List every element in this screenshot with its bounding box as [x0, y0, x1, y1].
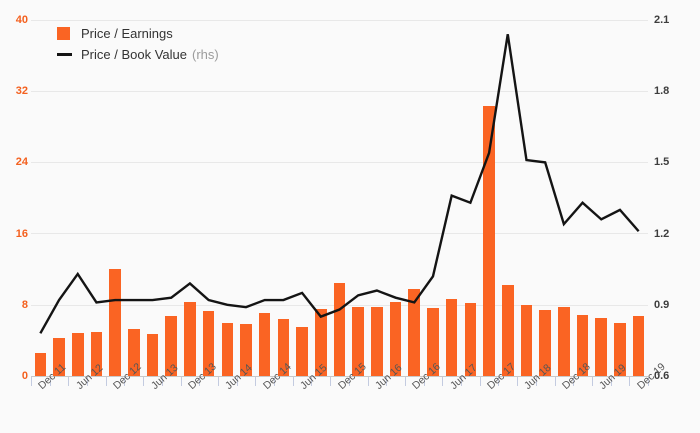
right-axis-tick-label: 0.9: [654, 298, 670, 311]
left-axis-tick-label: 40: [15, 14, 28, 26]
x-axis-tick: [535, 377, 537, 386]
x-axis-tick: [367, 377, 369, 386]
bar[interactable]: [352, 307, 364, 376]
bar[interactable]: [539, 310, 551, 376]
x-axis-tick: [105, 377, 107, 386]
bar[interactable]: [53, 337, 65, 376]
bar[interactable]: [277, 319, 290, 376]
x-axis-tick: [554, 377, 556, 386]
axis-baseline: [31, 376, 648, 377]
x-axis-tick: [274, 377, 276, 386]
legend-item-price-book-value[interactable]: Price / Book Value (rhs): [57, 44, 219, 65]
x-axis-tick: [498, 377, 500, 386]
bar[interactable]: [595, 318, 608, 376]
x-axis-tick: [217, 377, 219, 386]
right-axis-tick-label: 1.5: [654, 156, 670, 169]
x-axis-tick: [573, 377, 575, 386]
bar[interactable]: [445, 298, 458, 376]
x-axis-tick: [404, 377, 406, 386]
x-axis-tick: [292, 377, 294, 386]
x-axis-tick: [610, 377, 612, 386]
bar[interactable]: [109, 269, 121, 376]
x-axis-tick: [143, 377, 145, 386]
left-axis-tick-label: 32: [15, 85, 28, 98]
x-axis-tick: [461, 377, 463, 386]
bar[interactable]: [221, 322, 234, 376]
bar[interactable]: [427, 308, 439, 376]
x-axis-tick: [386, 377, 388, 386]
x-axis-tick: [311, 377, 313, 386]
x-axis-tick: [255, 377, 257, 386]
x-axis-tick: [442, 377, 444, 386]
gridline: [31, 233, 648, 234]
bar[interactable]: [614, 322, 626, 376]
bar[interactable]: [371, 306, 383, 376]
bar[interactable]: [501, 285, 514, 376]
bar[interactable]: [389, 302, 402, 376]
right-axis-tick-label: 1.8: [654, 85, 670, 98]
gridline: [31, 91, 648, 92]
left-axis-tick-label: 8: [21, 298, 28, 311]
bar[interactable]: [258, 312, 271, 376]
bar[interactable]: [240, 323, 252, 376]
bar[interactable]: [71, 333, 84, 376]
gridline: [31, 20, 648, 21]
bar[interactable]: [632, 316, 645, 376]
bar[interactable]: [408, 288, 421, 376]
bar[interactable]: [296, 327, 308, 376]
bar[interactable]: [146, 334, 159, 376]
bar[interactable]: [34, 352, 47, 376]
x-axis-tick: [629, 377, 631, 386]
legend-label-rhs-note: (rhs): [191, 47, 219, 62]
x-axis-tick: [199, 377, 201, 386]
bar[interactable]: [90, 332, 103, 376]
right-axis-tick-label: 1.2: [654, 227, 670, 240]
x-axis-tick: [591, 377, 593, 386]
legend: Price / Earnings Price / Book Value (rhs…: [57, 23, 219, 65]
x-axis-tick: [68, 377, 70, 386]
x-axis-tick: [87, 377, 89, 386]
right-axis: 0.6 0.9 1.2 1.5 1.8 2.1: [654, 0, 700, 433]
x-axis-tick: [330, 377, 332, 386]
bar[interactable]: [184, 302, 196, 376]
bar[interactable]: [576, 315, 589, 376]
x-axis-tick: [348, 377, 350, 386]
left-axis: 0 8 16 24 32 40: [0, 0, 28, 433]
square-swatch-icon: [57, 27, 70, 40]
line-swatch-icon: [57, 53, 81, 56]
bar[interactable]: [315, 309, 327, 376]
left-axis-tick-label: 24: [15, 156, 28, 169]
bar[interactable]: [165, 316, 177, 376]
x-axis-tick: [236, 377, 238, 386]
left-axis-tick-label: 16: [15, 227, 28, 240]
price-book-value-polyline: [39, 34, 640, 334]
bar[interactable]: [520, 304, 533, 376]
legend-label-price-earnings: Price / Earnings: [81, 26, 173, 41]
bar[interactable]: [464, 303, 477, 376]
x-axis-tick: [180, 377, 182, 386]
legend-label-price-book-value: Price / Book Value: [81, 47, 187, 62]
left-axis-tick-label: 0: [21, 370, 28, 382]
x-axis-tick: [161, 377, 163, 386]
right-axis-tick-label: 2.1: [654, 14, 670, 26]
x-axis-tick: [423, 377, 425, 386]
x-axis-tick: [49, 377, 51, 386]
bar[interactable]: [202, 311, 215, 376]
x-axis-tick: [479, 377, 481, 386]
bar[interactable]: [558, 307, 570, 376]
bar[interactable]: [483, 106, 495, 376]
x-axis-tick: [124, 377, 126, 386]
x-axis-tick: [31, 377, 32, 386]
legend-item-price-earnings[interactable]: Price / Earnings: [57, 23, 219, 44]
x-axis-tick: [517, 377, 519, 386]
gridline: [31, 162, 648, 163]
bar[interactable]: [128, 328, 140, 376]
x-axis-tick: [648, 377, 649, 386]
right-axis-tick-label: 0.6: [654, 370, 670, 382]
bar[interactable]: [333, 283, 346, 376]
